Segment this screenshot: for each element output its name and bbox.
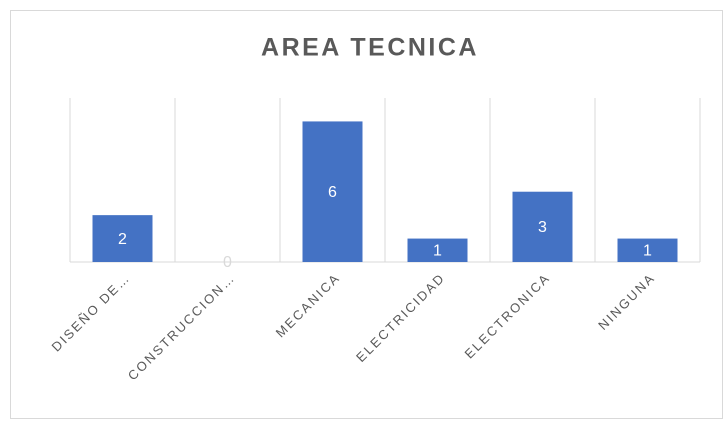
data-label: 2: [118, 231, 127, 248]
bar: [617, 238, 678, 262]
data-label: 1: [643, 243, 652, 260]
chart-title: AREA TECNICA: [261, 34, 479, 62]
data-label: 1: [433, 243, 442, 260]
bar: [92, 215, 153, 262]
bar: [407, 238, 468, 262]
bar: [302, 121, 363, 262]
data-label: 0: [223, 254, 232, 271]
chart-frame: [10, 10, 723, 419]
data-label: 3: [538, 219, 547, 236]
bar: [512, 191, 573, 262]
data-label: 6: [328, 184, 337, 201]
